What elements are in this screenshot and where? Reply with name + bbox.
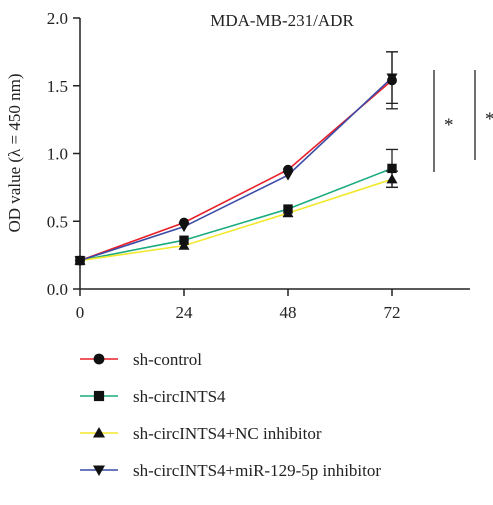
y-tick-label: 2.0 — [47, 9, 68, 28]
data-point — [386, 73, 398, 84]
legend-marker — [93, 465, 105, 476]
x-tick-label: 24 — [176, 303, 194, 322]
x-tick-label: 0 — [76, 303, 85, 322]
y-tick-label: 1.0 — [47, 145, 68, 164]
plot-area: 0.0 0.5 1.0 1.5 2.0 0 24 48 72 * * — [47, 9, 493, 322]
legend-label: sh-circINTS4 — [133, 387, 226, 406]
series-line — [79, 178, 393, 262]
legend-marker — [93, 353, 105, 365]
legend-marker — [93, 427, 105, 438]
data-point — [387, 163, 397, 174]
data-point — [178, 222, 190, 233]
series-line — [79, 77, 393, 262]
y-tick-label: 0.0 — [47, 280, 68, 299]
significance-label: * — [444, 115, 454, 136]
y-axis-label: OD value (λ = 450 nm) — [5, 74, 24, 233]
legend-label: sh-circINTS4+miR-129-5p inhibitor — [133, 461, 381, 480]
data-point — [74, 256, 86, 267]
x-tick-label: 48 — [280, 303, 297, 322]
data-point — [282, 207, 294, 218]
legend-marker — [93, 390, 105, 402]
series-line — [79, 79, 393, 262]
legend-label: sh-circINTS4+NC inhibitor — [133, 424, 322, 443]
data-point — [282, 171, 294, 181]
series-line — [79, 167, 393, 262]
x-tick-label: 72 — [384, 303, 401, 322]
data-point — [386, 173, 398, 184]
significance-label: * — [485, 109, 493, 130]
y-tick-label: 1.5 — [47, 77, 68, 96]
chart-title: MDA-MB-231/ADR — [210, 11, 354, 30]
legend-label: sh-control — [133, 350, 202, 369]
legend: sh-control sh-circINTS4 sh-circINTS4+NC in… — [80, 350, 381, 480]
y-tick-label: 0.5 — [47, 212, 68, 231]
data-point — [178, 240, 190, 250]
